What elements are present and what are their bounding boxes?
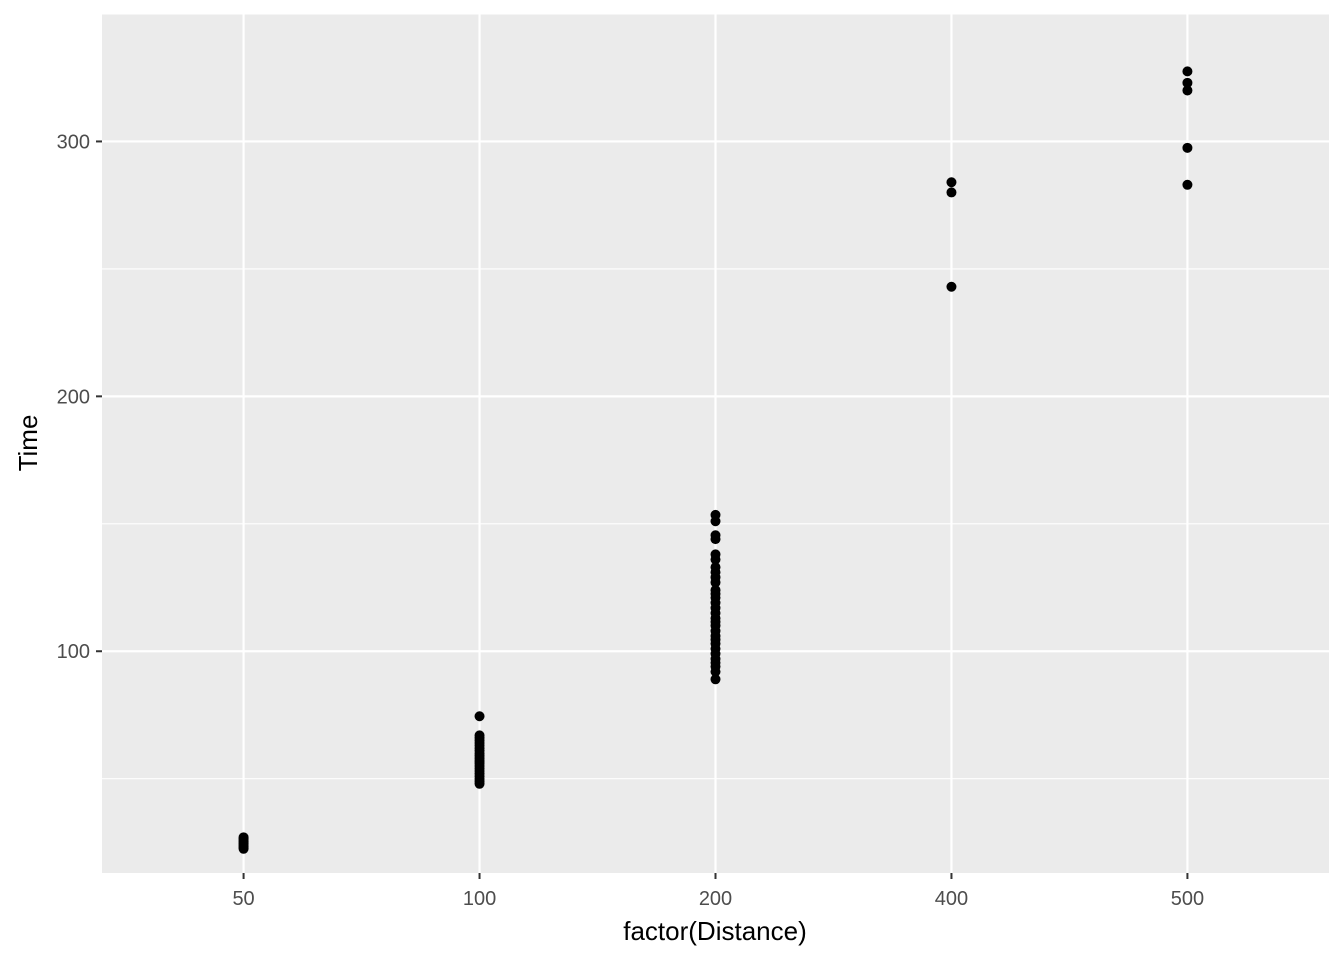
data-point <box>946 177 957 188</box>
data-point <box>1182 77 1193 88</box>
x-axis-ticks: 50 100 200 400 500 <box>232 873 1204 910</box>
x-tick-label: 200 <box>699 888 732 910</box>
x-tick-label: 50 <box>232 888 254 910</box>
y-tick-label: 100 <box>57 641 90 663</box>
data-point <box>710 549 721 560</box>
data-point <box>710 530 721 541</box>
major-gridlines <box>102 14 1329 873</box>
data-point <box>1182 179 1193 190</box>
data-point <box>1182 85 1193 96</box>
data-point <box>946 187 957 198</box>
y-tick-label: 300 <box>57 131 90 153</box>
data-point <box>710 509 721 520</box>
data-point <box>474 711 485 722</box>
data-point <box>710 674 721 685</box>
y-axis-title: Time <box>13 415 43 472</box>
data-point <box>474 730 485 741</box>
data-point <box>710 562 721 573</box>
data-point <box>1182 142 1193 153</box>
y-axis-ticks: 100 200 300 <box>57 131 102 663</box>
x-axis-title: factor(Distance) <box>623 916 807 946</box>
data-point <box>710 585 721 596</box>
x-tick-label: 100 <box>463 888 496 910</box>
y-tick-label: 200 <box>57 386 90 408</box>
data-point <box>1182 66 1193 77</box>
data-point <box>238 832 249 843</box>
data-point <box>946 281 957 292</box>
x-tick-label: 500 <box>1171 888 1204 910</box>
x-tick-label: 400 <box>935 888 968 910</box>
data-points <box>238 66 1193 854</box>
